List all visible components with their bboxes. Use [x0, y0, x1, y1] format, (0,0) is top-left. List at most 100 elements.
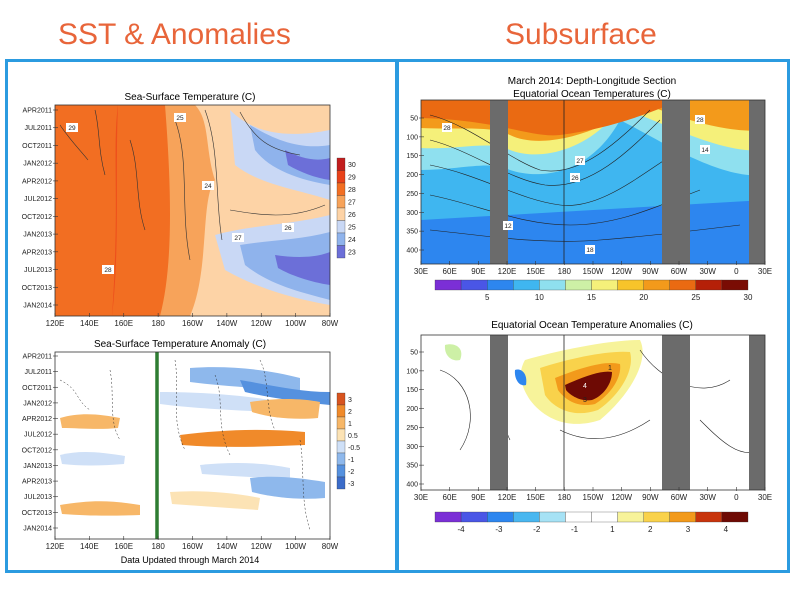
anom-colorbar-label: 0.5 [348, 433, 358, 440]
sa-y-ticks: 50 100 150 200 250 300 350 400 [406, 350, 424, 489]
sub-contour-label-bg [503, 221, 513, 230]
sa-xtick-label: 90E [471, 493, 485, 502]
sst-colorbar-swatch [336, 220, 346, 234]
sst-colorbar-swatch [336, 207, 346, 221]
anom-x-ticks: 120E 140E 160E 180 160W 140W 120W 100W 80W [46, 536, 339, 551]
anom-xtick-label: 160W [182, 542, 203, 551]
sa-land-1 [490, 335, 508, 490]
sub-ytick-label: 300 [406, 210, 418, 217]
sst-ytick-label: OCT2011 [22, 143, 52, 150]
sst-contour-label-bg [232, 233, 244, 242]
sub-colorbar-swatch [721, 279, 749, 291]
anom-xtick-label: 160E [114, 542, 133, 551]
anom-pos-4 [60, 501, 140, 516]
sst-field-westpool [55, 105, 118, 316]
sub-colorbar-label: 20 [639, 293, 648, 302]
sub-colorbar-swatch [643, 279, 670, 291]
sub-contours [429, 109, 741, 242]
sa-xtick-label: 60E [443, 493, 457, 502]
sub-contour-label: 14 [701, 147, 709, 154]
sst-colorbar-label: 24 [348, 237, 356, 244]
sub-colorbar-swatch [591, 279, 618, 291]
sub-contour-label-bg [700, 145, 710, 154]
sub-land-3 [749, 100, 765, 264]
sst-ytick-label: APR2013 [22, 249, 52, 256]
anom-title: Sea-Surface Temperature Anomaly (C) [94, 339, 266, 350]
anom-ytick-label: APR2013 [22, 479, 52, 486]
sa-colorbar-label: -1 [571, 525, 579, 534]
anom-ytick-label: JAN2014 [23, 526, 52, 533]
sub-land-1 [490, 100, 508, 264]
sub-contour-label: 18 [586, 247, 594, 254]
sst-xtick-label: 140W [216, 319, 237, 328]
anom-neg-2 [160, 392, 270, 412]
anom-xtick-label: 140E [80, 542, 99, 551]
sub-xtick-label: 30W [699, 267, 716, 276]
sa-colorbar-swatch [591, 511, 618, 523]
sub-x-ticks: 30E 60E 90E 120E 150E 180 150W 120W 90W 60W 30W 0 30… [414, 261, 772, 276]
anom-colorbar-swatch [336, 464, 346, 478]
anom-contours [59, 359, 311, 531]
sub-colorbar-label: 10 [535, 293, 544, 302]
subsurface-heading: Subsurface [505, 18, 657, 51]
anom-ytick-label: JUL2011 [24, 369, 52, 376]
sa-colorbar-label: -4 [458, 525, 466, 534]
sst-x-ticks: 120E 140E 160E 180 160W 140W 120W 100W 80W [46, 313, 339, 328]
sst-contour-label: 24 [204, 183, 212, 190]
sub-contour-label: 27 [576, 158, 584, 165]
anom-ytick-label: JAN2013 [23, 463, 52, 470]
sub-contour-label-bg [442, 123, 452, 132]
sub-xtick-label: 90E [471, 267, 485, 276]
sub-xtick-label: 120W [611, 267, 632, 276]
sa-field-green [444, 344, 462, 361]
sa-xtick-label: 180 [558, 493, 572, 502]
sub-contour-label-bg [570, 173, 580, 182]
sst-colorbar-swatch [336, 195, 346, 209]
anom-neg-3 [240, 380, 330, 405]
anom-colorbar-swatch [336, 476, 346, 490]
sst-colorbar-label: 29 [348, 175, 356, 182]
sa-ytick-label: 150 [406, 387, 418, 394]
sst-field-23a [285, 150, 330, 180]
sa-ytick-label: 350 [406, 463, 418, 470]
anom-colorbar-swatch [336, 416, 346, 430]
anom-colorbar-label: -3 [348, 481, 354, 488]
sst-contour-label-bg [102, 265, 114, 274]
sa-colorbar-swatch [669, 511, 696, 523]
sub-ytick-label: 50 [410, 116, 418, 123]
sst-title: Sea-Surface Temperature (C) [125, 92, 256, 103]
sub-ytick-label: 350 [406, 229, 418, 236]
anom-neg-6 [60, 452, 125, 466]
anom-ytick-label: OCT2013 [22, 510, 52, 517]
sa-ytick-label: 50 [410, 350, 418, 357]
sst-ytick-label: APR2012 [22, 178, 52, 185]
sst-colorbar-label: 28 [348, 187, 356, 194]
sst-field-23b [275, 252, 330, 285]
anom-pos-1 [250, 399, 320, 419]
sa-plot [421, 335, 765, 490]
sub-contour-label-bg [575, 156, 585, 165]
sa-colorbar-swatch [721, 511, 749, 523]
sub-xtick-label: 60W [671, 267, 688, 276]
sa-xtick-label: 150W [583, 493, 604, 502]
anom-colorbar-label: 3 [348, 397, 352, 404]
sst-ytick-label: JAN2013 [23, 232, 52, 239]
sa-xtick-label: 30E [414, 493, 428, 502]
sst-colorbar-swatch [336, 245, 346, 259]
sst-xtick-label: 160E [114, 319, 133, 328]
sst-contour-label: 25 [176, 115, 184, 122]
sa-colorbar-swatch [460, 511, 488, 523]
anom-colorbar-swatch [336, 428, 346, 442]
sa-ytick-label: 100 [406, 368, 418, 375]
sst-plot [55, 105, 330, 316]
anom-ytick-label: OCT2011 [22, 385, 52, 392]
sst-contour-label-bg [66, 123, 78, 132]
sub-ytick-label: 400 [406, 248, 418, 255]
sst-colorbar-swatch [336, 170, 346, 184]
sa-title: Equatorial Ocean Temperature Anomalies (… [491, 320, 693, 331]
sst-y-ticks: APR2011 JUL2011 OCT2011 JAN2012 APR2012 JUL20… [22, 108, 58, 310]
sa-ytick-label: 200 [406, 406, 418, 413]
sa-ytick-label: 250 [406, 425, 418, 432]
sub-colorbar-label: 15 [587, 293, 596, 302]
sub-contour-label-bg [695, 115, 705, 124]
